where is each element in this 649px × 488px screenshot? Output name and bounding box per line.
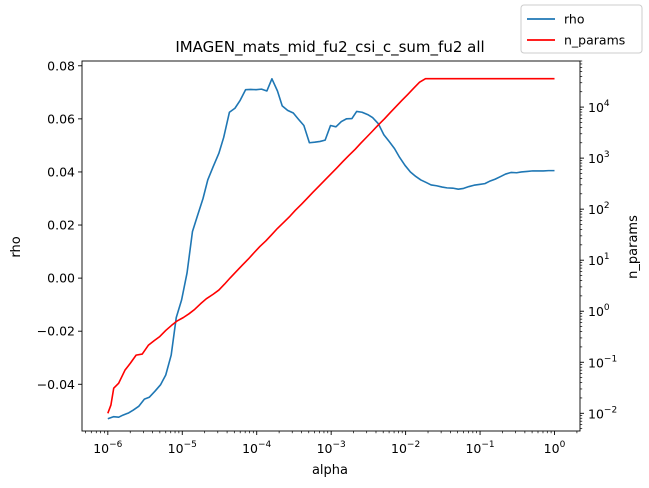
x-tick-label: 10−5 (168, 440, 197, 456)
y-right-tick-label: 104 (588, 99, 610, 115)
y-right-tick-label: 100 (588, 303, 610, 319)
x-axis-label: alpha (312, 463, 348, 478)
y-right-axis-label: n_params (626, 215, 641, 279)
y-right-tick-label: 101 (588, 252, 610, 268)
x-tick-label-base: 10 (317, 441, 333, 456)
legend-entry-rho: rho (564, 12, 585, 27)
y-right-tick-label-exponent: −1 (604, 354, 617, 364)
y-left-tick-label: 0.04 (47, 164, 75, 179)
x-tick-label: 10−1 (465, 440, 494, 456)
y-right-tick-label-base: 10 (588, 100, 604, 115)
legend: rho n_params (520, 4, 643, 54)
x-tick-label-base: 10 (391, 441, 407, 456)
y-right-tick-label-base: 10 (588, 253, 604, 268)
chart-title: IMAGEN_mats_mid_fu2_csi_c_sum_fu2 all (175, 38, 484, 57)
y-right-tick-label-exponent: −2 (604, 405, 617, 415)
x-tick-label-base: 10 (93, 441, 109, 456)
y-right-tick-label-base: 10 (588, 151, 604, 166)
x-tick-label-exponent: 0 (560, 440, 566, 450)
x-tick-label: 10−6 (93, 440, 122, 456)
y-left-axis-label: rho (9, 236, 24, 257)
legend-box (520, 4, 643, 54)
y-right-tick-label-exponent: 0 (604, 303, 610, 313)
y-right-tick-label-base: 10 (588, 304, 604, 319)
x-tick-label-exponent: −3 (332, 440, 345, 450)
x-axis: 10−6 10−5 10−4 10−3 10−2 10−1 100 (85, 431, 578, 456)
y-right-tick-label-base: 10 (588, 406, 604, 421)
y-right-tick-label-exponent: 2 (604, 201, 610, 211)
y-right-tick-label: 10−2 (588, 405, 617, 421)
y-left-tick-label: −0.04 (37, 377, 75, 392)
y-right-tick-label-exponent: 3 (604, 150, 610, 160)
x-tick-label-base: 10 (544, 441, 560, 456)
y-left-tick-label: 0.00 (47, 271, 75, 286)
x-tick-label-exponent: −4 (258, 440, 272, 450)
x-tick-label-exponent: −6 (109, 440, 123, 450)
y-left-tick-label: 0.08 (47, 58, 75, 73)
y-right-tick-label-exponent: 1 (604, 252, 610, 262)
y-left-tick-label: 0.02 (47, 218, 75, 233)
x-tick-label-base: 10 (465, 441, 481, 456)
y-right-tick-label-exponent: 4 (604, 99, 610, 109)
x-tick-label-exponent: −1 (481, 440, 494, 450)
y-right-tick-label-base: 10 (588, 202, 604, 217)
x-tick-label: 10−4 (242, 440, 271, 456)
x-tick-label: 100 (544, 440, 566, 456)
y-right-tick-label: 10−1 (588, 354, 617, 370)
x-tick-label-exponent: −5 (184, 440, 197, 450)
legend-entry-n-params: n_params (564, 33, 625, 48)
y-right-tick-label: 102 (588, 201, 610, 217)
series-line-rho (107, 77, 555, 420)
x-tick-label-exponent: −2 (407, 440, 420, 450)
x-tick-label: 10−2 (391, 440, 420, 456)
y-left-axis: −0.04 −0.02 0.00 0.02 0.04 0.06 0.08 (37, 58, 82, 392)
y-right-tick-label-base: 10 (588, 355, 604, 370)
y-right-tick-label: 103 (588, 150, 610, 166)
y-left-tick-label: 0.06 (47, 111, 75, 126)
x-tick-label-base: 10 (168, 441, 184, 456)
series-line-n-params (107, 77, 555, 414)
x-tick-label: 10−3 (317, 440, 346, 456)
x-tick-label-base: 10 (242, 441, 258, 456)
y-left-tick-label: −0.02 (37, 324, 75, 339)
